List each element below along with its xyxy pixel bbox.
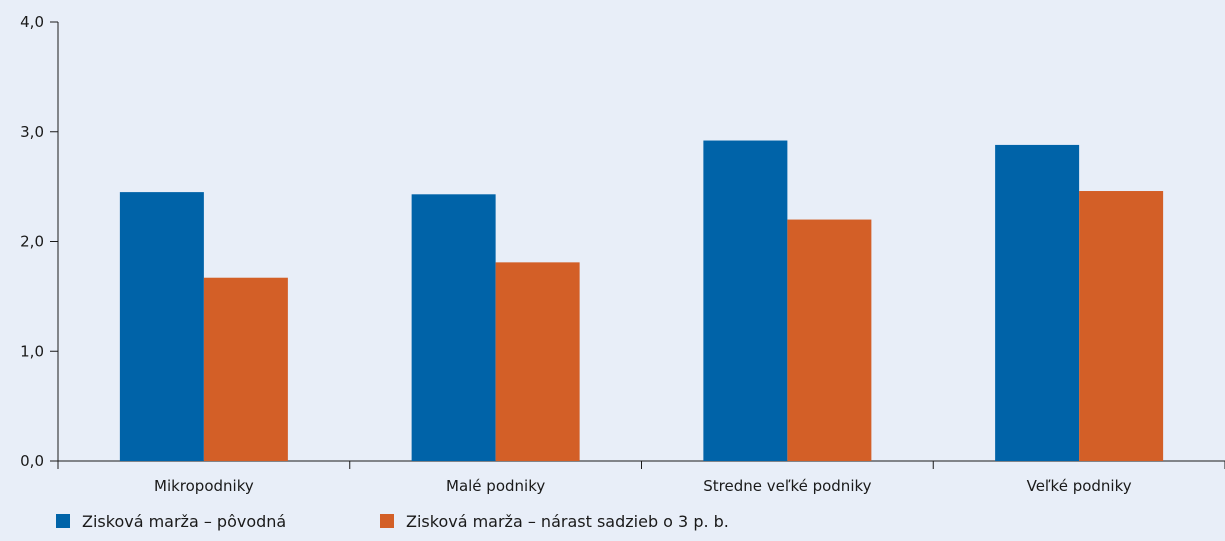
bar-original — [411, 194, 496, 461]
y-tick-label: 4,0 — [20, 13, 44, 31]
legend-label: Zisková marža – pôvodná — [82, 512, 286, 531]
y-tick-label: 1,0 — [20, 342, 44, 360]
bar-rate-increase — [203, 277, 288, 461]
y-tick-label: 2,0 — [20, 233, 44, 251]
legend-label: Zisková marža – nárast sadzieb o 3 p. b. — [406, 512, 729, 531]
legend-swatch — [56, 514, 70, 528]
y-tick-label: 3,0 — [20, 123, 44, 141]
y-axis: 0,0 1,0 2,0 3,0 4,0 — [20, 13, 59, 470]
bar-original — [995, 144, 1080, 462]
bar-original — [119, 192, 204, 462]
bar-rate-increase — [1079, 191, 1164, 461]
x-tick-label: Mikropodniky — [154, 477, 254, 495]
legend: Zisková marža – pôvodná Zisková marža – n… — [56, 512, 729, 531]
x-tick-label: Stredne veľké podniky — [703, 477, 871, 495]
x-axis: Mikropodniky Malé podniky Stredne veľké po… — [57, 460, 1225, 495]
x-tick-label: Veľké podniky — [1027, 477, 1132, 495]
bar-rate-increase — [495, 262, 580, 461]
legend-swatch — [380, 514, 394, 528]
bar-original — [703, 140, 788, 461]
bar-rate-increase — [787, 219, 872, 461]
y-tick-label: 0,0 — [20, 452, 44, 470]
bars — [119, 140, 1164, 462]
x-tick-label: Malé podniky — [446, 477, 545, 495]
